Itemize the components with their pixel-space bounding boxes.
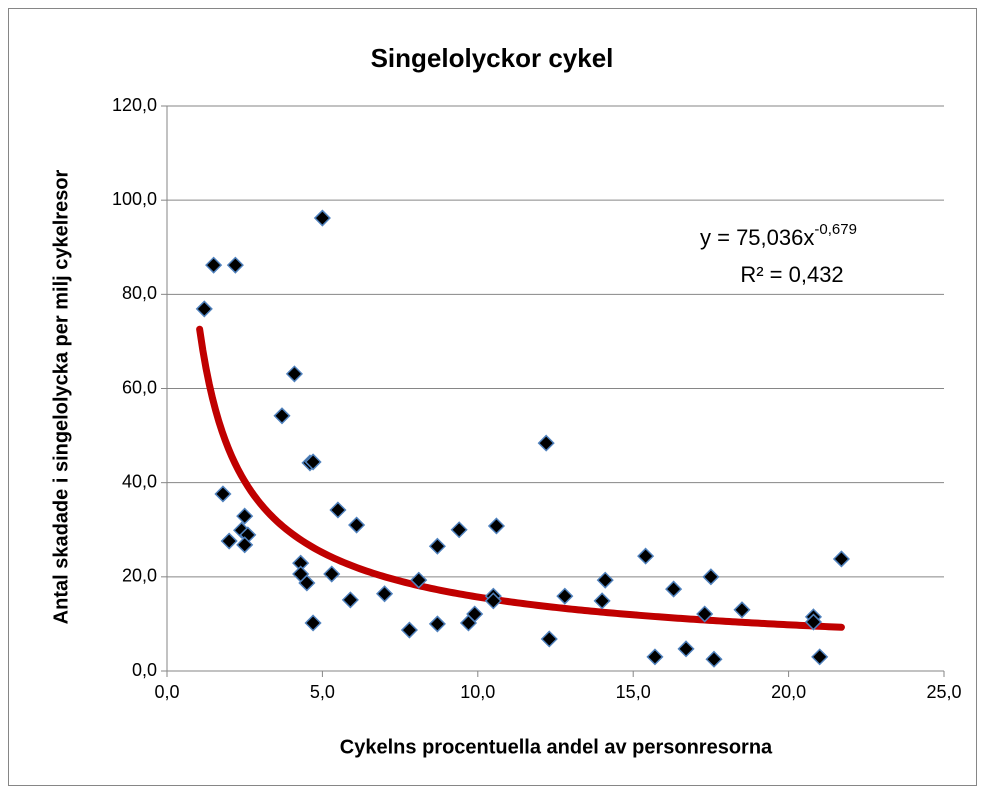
data-point xyxy=(375,585,394,603)
data-point xyxy=(400,621,418,639)
y-tick-label: 60,0 xyxy=(122,377,157,397)
r2-annotation: R² = 0,432 xyxy=(740,262,843,287)
data-point xyxy=(556,587,574,605)
data-point xyxy=(450,521,468,539)
chart-title: Singelolyckor cykel xyxy=(371,43,614,73)
data-point xyxy=(348,516,366,534)
data-point xyxy=(705,650,723,668)
x-tick-label: 25,0 xyxy=(926,682,961,702)
data-point xyxy=(832,550,850,568)
data-point xyxy=(665,580,683,598)
data-point xyxy=(696,605,714,623)
x-tick-label: 20,0 xyxy=(771,682,806,702)
data-point xyxy=(677,640,695,658)
data-point xyxy=(341,591,359,609)
data-point xyxy=(298,574,316,592)
data-point xyxy=(733,601,751,619)
data-point xyxy=(428,615,446,633)
x-tick-label: 15,0 xyxy=(616,682,651,702)
data-point xyxy=(804,613,823,631)
data-point xyxy=(484,592,502,610)
data-point xyxy=(537,434,555,452)
data-point xyxy=(226,256,244,274)
y-tick-label: 20,0 xyxy=(122,566,157,586)
x-tick-label: 10,0 xyxy=(460,682,495,702)
data-point xyxy=(487,517,506,535)
equation-exponent: -0,679 xyxy=(814,221,857,238)
data-point xyxy=(593,592,611,610)
data-point xyxy=(285,365,303,383)
equation-annotation: y = 75,036x-0,679 xyxy=(700,221,857,250)
x-axis-label: Cykelns procentuella andel av personreso… xyxy=(340,736,773,758)
y-tick-label: 40,0 xyxy=(122,471,157,491)
data-point xyxy=(596,571,614,589)
data-point xyxy=(220,532,238,550)
y-tick-label: 80,0 xyxy=(122,283,157,303)
data-point xyxy=(702,568,720,586)
data-point xyxy=(214,485,232,503)
data-point xyxy=(205,256,223,274)
x-tick-label: 0,0 xyxy=(154,682,179,702)
data-point xyxy=(811,648,829,666)
data-point xyxy=(195,300,213,318)
trendline xyxy=(196,325,845,631)
equation-text: y = 75,036x xyxy=(700,225,814,250)
data-point xyxy=(313,209,331,227)
data-point xyxy=(428,537,446,555)
y-tick-label: 100,0 xyxy=(112,189,157,209)
data-point xyxy=(646,648,664,666)
data-point xyxy=(304,453,322,471)
data-point xyxy=(236,507,254,525)
data-point xyxy=(304,614,322,632)
data-point xyxy=(323,565,341,583)
data-point xyxy=(410,571,428,589)
data-point xyxy=(273,407,291,425)
y-axis-label: Antal skadade i singelolycka per milj cy… xyxy=(50,169,72,624)
x-tick-label: 5,0 xyxy=(310,682,335,702)
y-tick-label: 0,0 xyxy=(132,660,157,680)
data-point xyxy=(637,547,655,565)
data-point xyxy=(329,501,347,519)
y-tick-label: 120,0 xyxy=(112,95,157,115)
data-point xyxy=(466,605,484,623)
data-point xyxy=(540,630,558,648)
data-point xyxy=(236,536,254,554)
